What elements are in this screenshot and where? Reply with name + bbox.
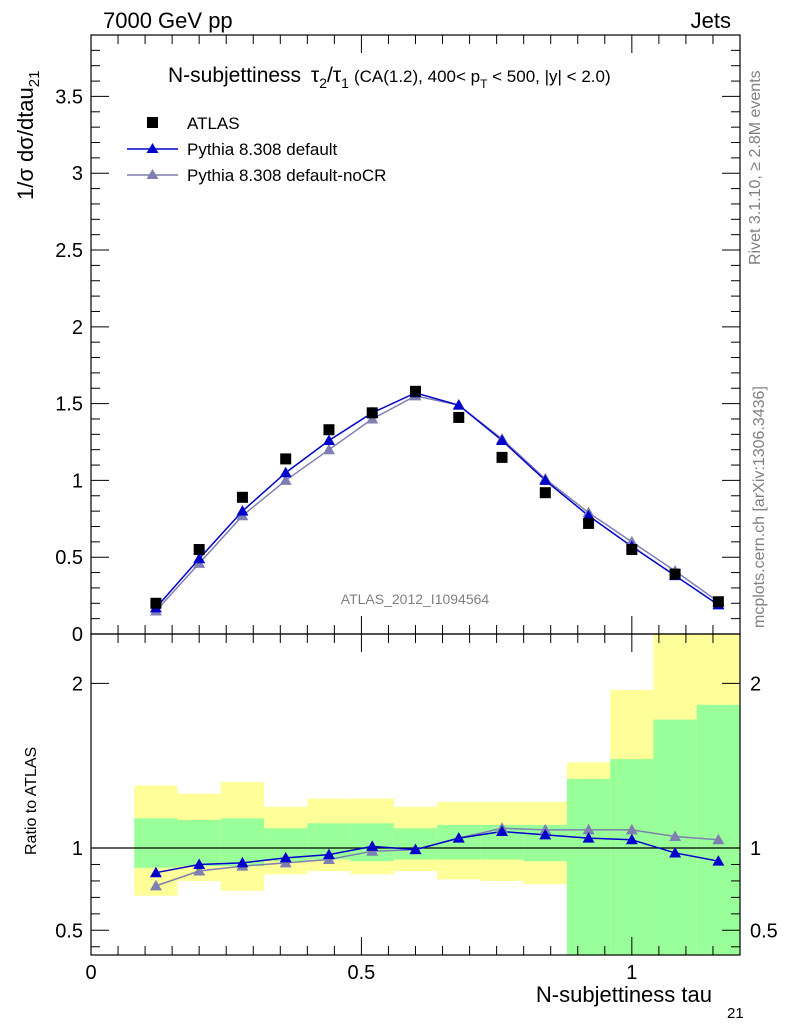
axes: 00.511.522.533.50.5 0.51 12 20 0.5 1: [55, 34, 778, 984]
point-atlas: [583, 517, 595, 529]
ratio-point-default: [712, 855, 725, 866]
ratio-point-default: [149, 866, 162, 878]
ratio-ytick-label-right: 2: [750, 673, 761, 695]
point-nocr: [322, 443, 335, 455]
ratio-point-default: [236, 856, 249, 868]
legend-label-nocr: Pythia 8.308 default-noCR: [187, 166, 386, 185]
point-default: [193, 552, 206, 564]
xlabel: N-subjettiness tau: [536, 982, 712, 1007]
ratio-ytick-label-left: 1: [72, 838, 83, 860]
band-inner-bin: [696, 704, 740, 955]
ratio-line-default: [155, 830, 719, 874]
ratio-plot-series: [149, 822, 725, 891]
band-inner-bin: [134, 818, 178, 868]
ratio-point-default: [582, 832, 595, 843]
ratio-point-nocr: [582, 823, 595, 835]
point-default: [496, 434, 509, 445]
analysis-watermark: ATLAS_2012_I1094564: [341, 591, 490, 607]
ratio-ytick-label-left: 2: [72, 673, 83, 695]
xtick-label: 1: [626, 962, 637, 984]
ratio-point-default: [279, 851, 292, 863]
ytick-label: 2: [72, 317, 83, 339]
ratio-point-nocr: [149, 879, 162, 891]
point-atlas: [626, 544, 638, 556]
ratio-point-default: [452, 832, 465, 843]
ratio-point-default: [409, 843, 422, 855]
ratio-ytick-label-right: 0.5: [750, 920, 778, 942]
ratio-point-nocr: [712, 833, 725, 845]
point-atlas: [712, 596, 724, 608]
ratio-point-default: [366, 840, 379, 851]
point-default: [279, 466, 292, 478]
ytick-label: 0: [72, 624, 83, 646]
band-inner-bin: [610, 759, 654, 955]
xlabel-sub: 21: [727, 1005, 744, 1022]
point-nocr: [279, 474, 292, 485]
main-ylabel: 1/σ dσ/dtau21: [13, 71, 43, 200]
ratio-uncertainty-bands: [91, 634, 740, 955]
point-atlas: [193, 544, 205, 556]
ratio-point-nocr: [193, 865, 206, 876]
point-atlas: [150, 597, 162, 609]
point-atlas: [539, 487, 551, 499]
series-line-default: [155, 392, 719, 609]
ytick-label: 0.5: [55, 547, 83, 569]
ratio-point-default: [322, 848, 335, 860]
mcplots-info: mcplots.cern.ch [arXiv:1306.3436]: [751, 386, 768, 628]
ytick-label: 3.5: [55, 86, 83, 108]
point-atlas: [280, 453, 292, 465]
ratio-point-default: [625, 833, 638, 845]
point-default: [539, 474, 552, 485]
main-plot-series: [149, 385, 725, 616]
band-inner-bin: [566, 778, 611, 955]
point-default: [452, 399, 465, 410]
band-inner-bin: [177, 820, 221, 867]
legend-label-default: Pythia 8.308 default: [187, 140, 338, 159]
point-atlas: [410, 385, 421, 397]
ytick-label: 1.5: [55, 394, 83, 416]
ratio-point-default: [496, 825, 509, 837]
legend-marker-nocr: [146, 169, 159, 179]
ratio-point-default: [669, 846, 682, 858]
ratio-ytick-label-right: 1: [750, 838, 761, 860]
series-line-nocr: [155, 395, 719, 612]
xtick-label: 0: [85, 962, 96, 984]
point-atlas: [323, 424, 335, 436]
point-atlas: [453, 411, 465, 423]
point-atlas: [669, 568, 681, 580]
rivet-info: Rivet 3.1.10, ≥ 2.8M events: [747, 70, 764, 265]
ratio-point-nocr: [669, 830, 682, 841]
header-right: Jets: [691, 8, 731, 33]
point-atlas: [496, 451, 508, 463]
ytick-label: 3: [72, 163, 83, 185]
plot-title: N-subjettiness τ2/τ1 (CA(1.2), 400< pT < …: [168, 64, 611, 91]
point-default: [236, 505, 249, 516]
ratio-point-default: [539, 828, 552, 840]
point-default: [322, 434, 335, 445]
point-atlas: [366, 407, 378, 419]
xtick-label: 0.5: [348, 962, 376, 984]
ratio-ylabel: Ratio to ATLAS: [23, 747, 40, 855]
ytick-label: 1: [72, 470, 83, 492]
legend: ATLAS Pythia 8.308 default Pythia 8.308 …: [127, 114, 386, 185]
ratio-ytick-label-left: 0.5: [55, 920, 83, 942]
point-atlas: [236, 491, 248, 503]
ytick-label: 2.5: [55, 240, 83, 262]
header-left: 7000 GeV pp: [103, 8, 233, 33]
legend-marker-default: [146, 143, 159, 153]
legend-marker-atlas: [147, 117, 158, 128]
ratio-point-nocr: [625, 823, 638, 835]
ratio-point-default: [193, 858, 206, 869]
point-default: [582, 509, 595, 521]
legend-label-atlas: ATLAS: [187, 114, 240, 133]
